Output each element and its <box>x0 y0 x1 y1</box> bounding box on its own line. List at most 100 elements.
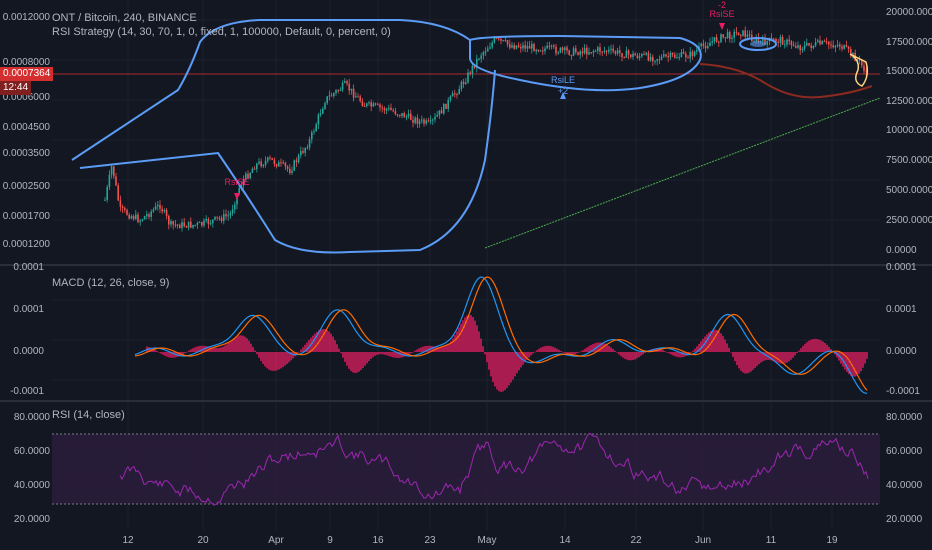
candle-body <box>645 52 647 55</box>
macd-hist-bar <box>472 317 474 352</box>
candle-body <box>515 45 518 49</box>
candle-body <box>669 53 672 58</box>
candle-body <box>577 52 579 55</box>
candle-body <box>451 93 454 97</box>
macd-hist-bar <box>806 342 808 352</box>
macd-hist-bar <box>474 320 476 352</box>
candle-body <box>218 217 221 219</box>
candle-body <box>115 176 117 186</box>
macd-hist-bar <box>376 352 378 355</box>
macd-hist-bar <box>768 352 770 360</box>
candle-body <box>234 204 236 210</box>
trendline-green[interactable] <box>484 97 881 249</box>
candle-body <box>278 162 280 167</box>
candle-body <box>267 157 269 161</box>
macd-hist-bar <box>240 335 242 352</box>
strategy-legend[interactable]: RSI Strategy (14, 30, 70, 1, 0, fixed, 1… <box>52 26 391 38</box>
macd-hist-bar <box>678 352 680 358</box>
candle-body <box>205 219 207 221</box>
macd-hist-bar <box>250 343 252 352</box>
candle-body <box>330 95 333 97</box>
candle-body <box>597 47 599 51</box>
candle-body <box>555 46 557 54</box>
macd-hist-bar <box>456 331 458 352</box>
macd-hist-bar <box>300 349 302 352</box>
candle-body <box>242 179 245 186</box>
candle-body <box>284 162 287 167</box>
candle-body <box>520 46 522 49</box>
drawing-brown-curve[interactable] <box>699 63 873 99</box>
rsi-band <box>52 434 880 504</box>
candle-body <box>482 52 485 56</box>
macd-hist-bar <box>620 352 622 357</box>
macd-hist-bar <box>800 348 802 352</box>
macd-hist-bar <box>382 352 384 355</box>
candle-body <box>126 209 128 215</box>
candle-body <box>113 166 115 177</box>
macd-hist-bar <box>846 352 848 373</box>
drawing-curve-bowl[interactable] <box>79 69 496 254</box>
candle-body <box>377 104 379 106</box>
macd-hist-bar <box>666 352 668 353</box>
drawing-ellipse-range[interactable] <box>469 34 702 92</box>
candle-body <box>707 46 709 49</box>
macd-hist-bar <box>234 337 236 352</box>
time-tick-3: 9 <box>327 535 333 546</box>
macd-hist-bar <box>186 351 188 353</box>
drawing-sketch[interactable] <box>849 53 869 87</box>
candle-body <box>700 43 702 47</box>
macd-hist-bar <box>572 352 574 355</box>
candle-body <box>412 119 414 123</box>
macd-hist-bar <box>670 352 672 355</box>
macd-hist-bar <box>638 352 640 358</box>
candle-body <box>630 54 632 58</box>
candle-body <box>385 109 388 111</box>
macd-hist-bar <box>834 352 836 355</box>
macd-hist-bar <box>428 345 430 352</box>
candle-body <box>513 45 515 49</box>
candle-body <box>627 50 630 55</box>
macd-hist-bar <box>254 350 256 352</box>
macd-hist-bar <box>368 352 370 362</box>
drawing-curve-left[interactable] <box>71 19 471 161</box>
macd-hist-bar <box>424 346 426 352</box>
rsle-qty: +2 <box>557 86 569 96</box>
rsi-legend[interactable]: RSI (14, close) <box>52 409 125 421</box>
pane-separator-macd[interactable] <box>0 264 932 266</box>
macd-hist-bar <box>458 327 460 352</box>
macd-hist-bar <box>724 339 726 352</box>
candle-body <box>436 115 438 117</box>
macd-hist-bar <box>564 352 566 353</box>
macd-legend[interactable]: MACD (12, 26, close, 9) <box>52 277 170 289</box>
left-price-tick-0: 0.0012000 <box>2 12 50 23</box>
macd-hist-bar <box>280 352 282 369</box>
candle-body <box>315 124 317 132</box>
macd-hist-bar <box>530 352 532 356</box>
macd-hist-bar <box>528 352 530 358</box>
macd-hist-bar <box>594 343 596 352</box>
macd-hist-bar <box>544 346 546 352</box>
candle-body <box>399 114 401 116</box>
macd-hist-bar <box>306 342 308 352</box>
right-price-tick-2: 15000.0000 <box>886 66 932 77</box>
candle-body <box>643 54 645 56</box>
pane-separator-rsi[interactable] <box>0 400 932 402</box>
candle-body <box>410 113 412 120</box>
candle-body <box>592 51 595 53</box>
macd-hist-bar <box>790 352 792 360</box>
macd-histogram <box>146 314 868 392</box>
candle-body <box>313 131 315 133</box>
macd-hist-bar <box>748 352 750 373</box>
macd-hist-bar <box>704 336 706 352</box>
macd-hist-bar <box>206 346 208 352</box>
drawing-small-ellipse[interactable] <box>739 37 777 51</box>
symbol-title[interactable]: ONT / Bitcoin, 240, BINANCE <box>52 12 197 24</box>
candle-body <box>416 117 419 124</box>
candle-body <box>729 32 731 39</box>
candle-body <box>500 38 502 41</box>
candle-body <box>117 185 119 201</box>
macd-hist-bar <box>210 347 212 352</box>
macd-hist-bar <box>726 343 728 352</box>
candle-body <box>216 216 218 218</box>
